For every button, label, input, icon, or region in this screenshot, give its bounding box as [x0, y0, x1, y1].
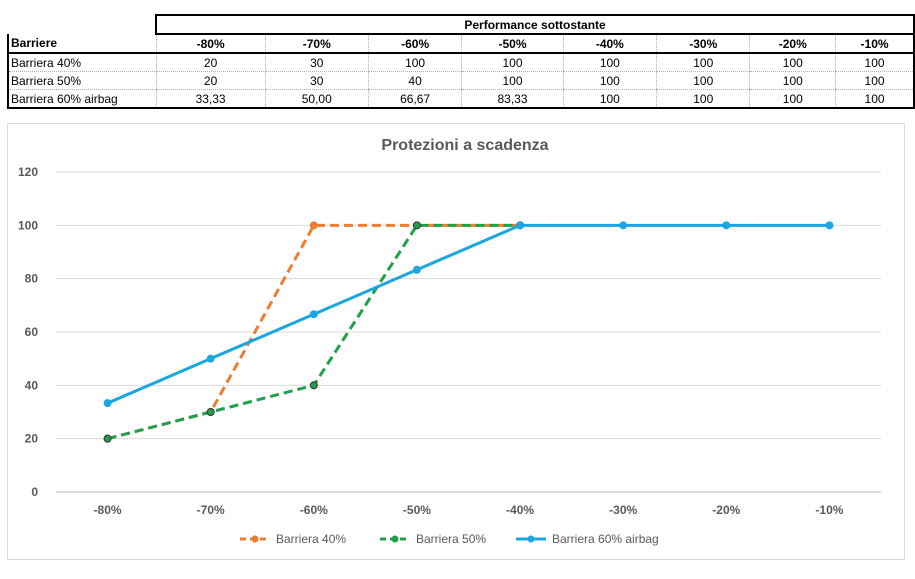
line-chart: Protezioni a scadenza 0 20 40 60 80 100 120 -8… [18, 137, 881, 546]
data-point [516, 221, 525, 230]
table-cell: 20 [155, 71, 266, 90]
column-header: -40% [562, 34, 657, 54]
column-header: -60% [367, 34, 462, 54]
legend-label: Barriera 50% [416, 532, 486, 546]
legend: Barriera 40% Barriera 50% Barriera 60% air… [240, 532, 659, 546]
y-tick-label: 60 [25, 325, 39, 339]
data-point [412, 265, 421, 274]
series-lines [103, 221, 834, 443]
data-point [412, 221, 421, 230]
x-tick-label: -60% [300, 503, 328, 517]
legend-marker [251, 535, 259, 543]
series [103, 221, 834, 408]
data-point [103, 434, 112, 443]
x-tick-label: -30% [609, 503, 637, 517]
row-header: Barriere [6, 34, 157, 54]
chart-title: Protezioni a scadenza [381, 137, 548, 154]
row-label: Barriera 50% [6, 71, 157, 90]
legend-label: Barriera 60% airbag [552, 532, 659, 546]
column-header: -10% [835, 34, 915, 54]
table-cell: 20 [155, 53, 266, 72]
column-header: -50% [461, 34, 564, 54]
table-row: Barriera 50% 20 30 40 100 100 100 100 10… [6, 71, 915, 90]
table-cell: 30 [264, 53, 369, 72]
data-point [309, 310, 318, 319]
data-point [309, 381, 318, 390]
table-cell: 100 [461, 71, 564, 90]
table-cell: 40 [367, 71, 462, 90]
y-tick-label: 20 [25, 432, 39, 446]
column-header: -80% [155, 34, 266, 54]
table-cell: 100 [835, 89, 915, 109]
table-cell: 100 [749, 53, 836, 72]
table-cell: 100 [749, 89, 836, 109]
column-header: -30% [656, 34, 750, 54]
x-tick-label: -10% [815, 503, 843, 517]
table-cell: 83,33 [461, 89, 564, 109]
row-label: Barriera 60% airbag [6, 89, 157, 109]
data-point [825, 221, 834, 230]
chart-area: Protezioni a scadenza 0 20 40 60 80 100 120 -8… [7, 123, 905, 560]
table-cell: 100 [656, 53, 750, 72]
y-tick-label: 80 [25, 272, 39, 286]
table-cell: 100 [562, 89, 657, 109]
gridlines [56, 171, 881, 493]
super-header: Performance sottostante [155, 14, 915, 35]
table-cell: 50,00 [264, 89, 369, 109]
data-point [206, 354, 215, 363]
y-tick-label: 40 [25, 378, 39, 392]
row-label: Barriera 40% [6, 53, 157, 72]
x-tick-label: -20% [712, 503, 740, 517]
data-table: Performance sottostante Barriere -80% -7… [6, 14, 915, 109]
data-point [619, 221, 628, 230]
table-cell: 100 [461, 53, 564, 72]
x-tick-label: -50% [403, 503, 431, 517]
table-cell: 100 [562, 53, 657, 72]
legend-item: Barriera 60% airbag [516, 532, 659, 546]
y-tick-label: 0 [31, 485, 38, 499]
y-tick-label: 120 [18, 165, 38, 179]
legend-label: Barriera 40% [276, 532, 346, 546]
column-header: -70% [264, 34, 369, 54]
table-cell: 100 [835, 71, 915, 90]
legend-marker [527, 535, 535, 543]
data-point [722, 221, 731, 230]
table-cell: 100 [656, 89, 750, 109]
y-tick-label: 100 [18, 218, 38, 232]
x-axis: -80% -70% -60% -50% -40% -30% -20% -10% [94, 503, 844, 517]
data-point [309, 221, 318, 230]
table-row: Barriera 60% airbag 33,33 50,00 66,67 83… [6, 89, 915, 109]
table-cell: 66,67 [367, 89, 462, 109]
table-cell: 100 [656, 71, 750, 90]
legend-marker [391, 535, 399, 543]
table-cell: 100 [367, 53, 462, 72]
legend-item: Barriera 50% [380, 532, 486, 546]
table-cell: 100 [835, 53, 915, 72]
table-cell: 33,33 [155, 89, 266, 109]
table-header-row: Barriere -80% -70% -60% -50% -40% -30% -… [6, 34, 915, 54]
data-point [103, 399, 112, 408]
series-line [106, 223, 830, 405]
x-tick-label: -70% [197, 503, 225, 517]
x-tick-label: -80% [94, 503, 122, 517]
y-axis: 0 20 40 60 80 100 120 [18, 165, 38, 499]
table-cell: 100 [749, 71, 836, 90]
data-point [206, 408, 215, 416]
table-row: Barriera 40% 20 30 100 100 100 100 100 1… [6, 53, 915, 72]
x-tick-label: -40% [506, 503, 534, 517]
column-header: -20% [749, 34, 836, 54]
legend-item: Barriera 40% [240, 532, 346, 546]
table-cell: 30 [264, 71, 369, 90]
table-cell: 100 [562, 71, 657, 90]
